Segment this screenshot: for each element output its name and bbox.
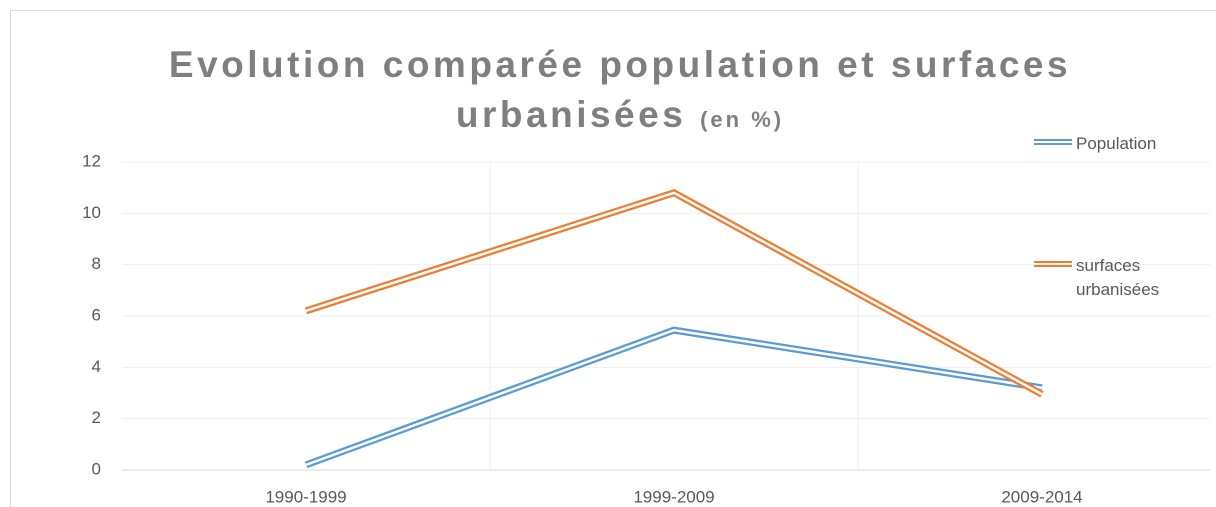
series-line-inner — [305, 191, 1043, 396]
series-line — [304, 326, 1043, 469]
y-tick-label: 4 — [92, 357, 101, 376]
series-line — [304, 189, 1044, 398]
x-tick-label: 1999-2009 — [633, 487, 714, 506]
y-tick-label: 10 — [82, 203, 101, 222]
legend-swatch — [1034, 139, 1072, 145]
chart-title: Evolution comparée population et surface… — [168, 44, 1072, 135]
series-line-inner — [305, 328, 1043, 467]
chart-subtitle: (en %) — [700, 107, 785, 132]
legend-item: Population — [1034, 132, 1216, 156]
legend-label: surfaces urbanisées — [1076, 256, 1160, 299]
chart-frame — [10, 10, 1216, 507]
x-tick-label: 2009-2014 — [1001, 487, 1082, 506]
x-tick-label: 1990-1999 — [265, 487, 346, 506]
y-tick-label: 6 — [92, 305, 101, 324]
y-tick-label: 2 — [92, 408, 101, 427]
y-tick-label: 12 — [82, 151, 101, 170]
y-tick-label: 8 — [92, 254, 101, 273]
y-tick-label: 0 — [92, 459, 101, 478]
chart-title-block: Evolution comparée population et surface… — [140, 40, 1100, 145]
legend-item: surfaces urbanisées — [1034, 254, 1186, 302]
legend-swatch — [1034, 261, 1072, 267]
legend-label: Population — [1076, 134, 1157, 153]
